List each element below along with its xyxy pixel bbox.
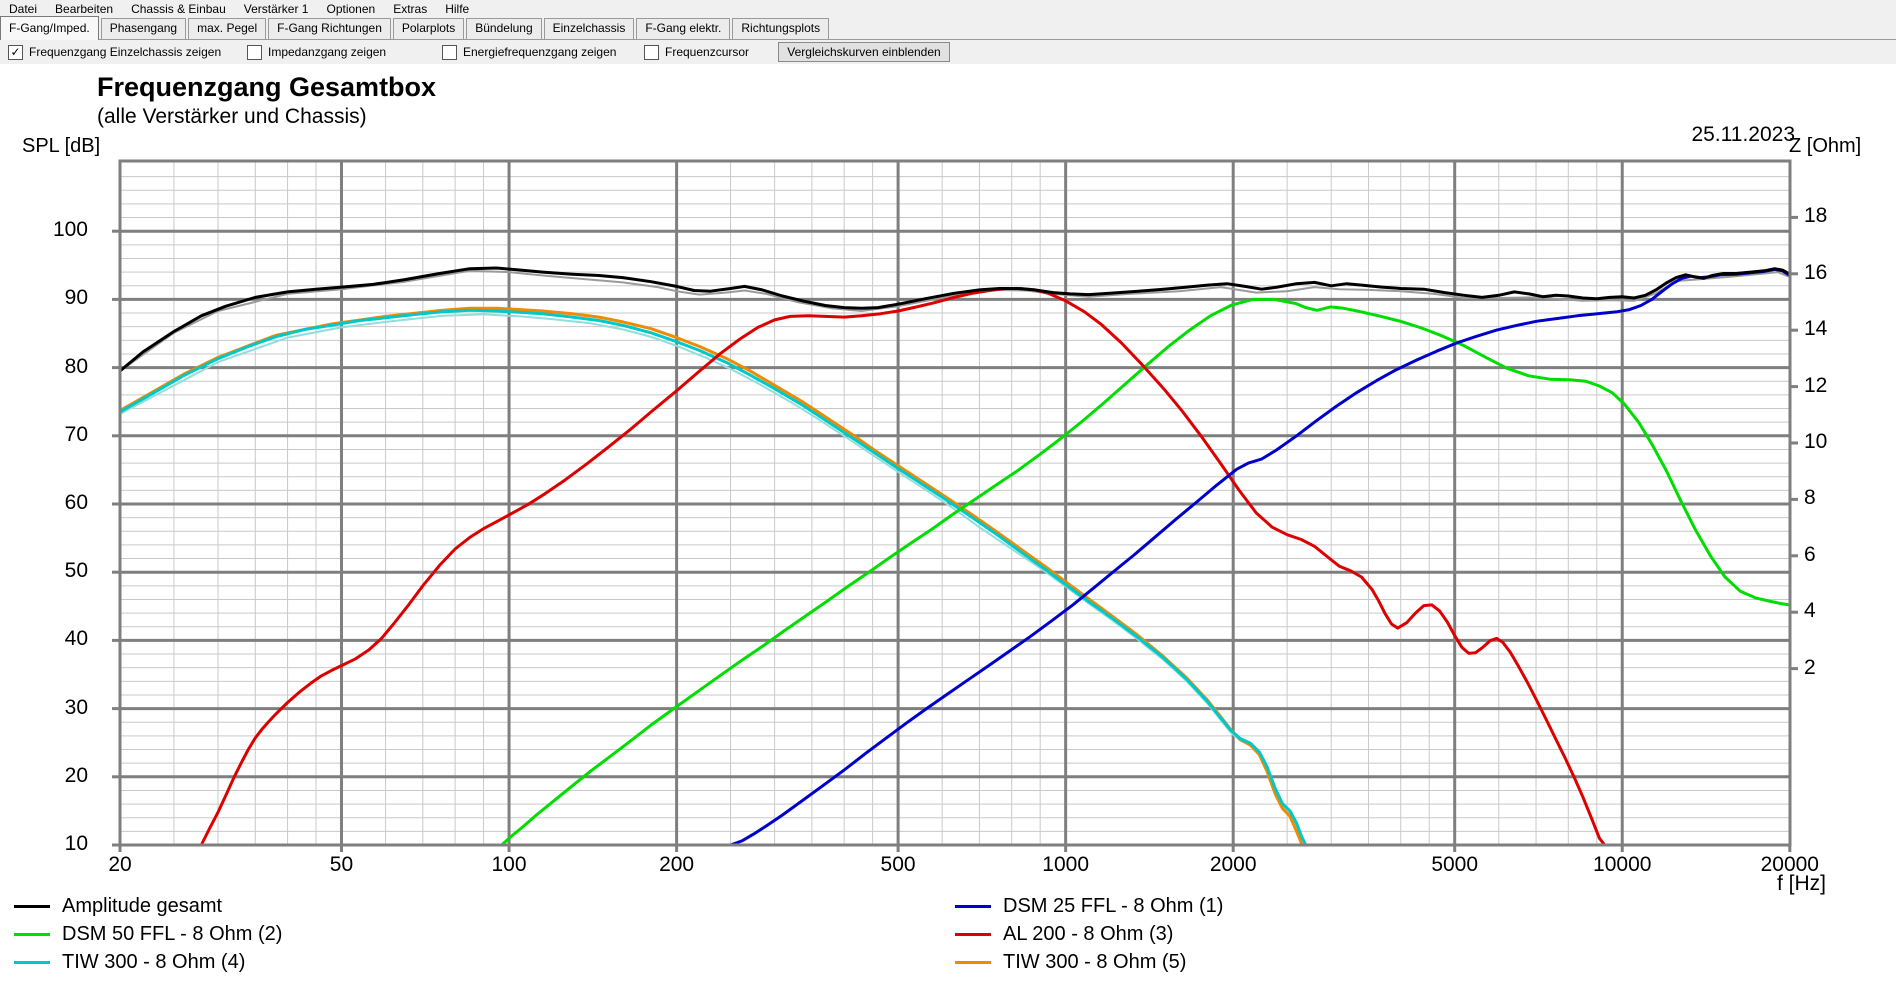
checkbox-box-2[interactable] xyxy=(247,44,262,60)
legend-label: DSM 50 FFL - 8 Ohm (2) xyxy=(62,922,283,945)
menu-item-4[interactable]: Verstärker 1 xyxy=(243,1,309,16)
legend-label: Amplitude gesamt xyxy=(62,894,223,917)
y-left-tick-60: 60 xyxy=(64,491,88,514)
tab-6[interactable]: Bündelung xyxy=(466,18,542,39)
legend-item: AL 200 - 8 Ohm (3) xyxy=(955,920,1223,948)
chart-date: 25.11.2023 xyxy=(1691,123,1795,146)
legend-swatch xyxy=(14,960,50,964)
checkbox-label-4: Frequenzcursor xyxy=(665,45,750,59)
legend-label: DSM 25 FFL - 8 Ohm (1) xyxy=(1003,894,1224,917)
checkbox-box-1[interactable]: ✓ xyxy=(8,44,23,60)
x-tick-1000: 1000 xyxy=(1042,853,1089,876)
tab-7[interactable]: Einzelchassis xyxy=(543,18,635,39)
legend-swatch xyxy=(14,904,50,908)
menu-item-6[interactable]: Extras xyxy=(393,1,428,16)
y-left-tick-100: 100 xyxy=(52,218,88,242)
y-right-tick-4: 4 xyxy=(1804,599,1816,623)
legend-item: DSM 50 FFL - 8 Ohm (2) xyxy=(14,920,282,948)
vergleichskurven-button[interactable]: Vergleichskurven einblenden xyxy=(778,42,950,62)
y-left-tick-70: 70 xyxy=(64,422,88,446)
checkbox-box-4[interactable] xyxy=(644,44,659,60)
series-tiw-300-8-ohm-4- xyxy=(118,308,1792,847)
y-left-tick-40: 40 xyxy=(64,627,88,651)
legend-label: AL 200 - 8 Ohm (3) xyxy=(1003,922,1174,945)
y-left-tick-10: 10 xyxy=(64,832,88,855)
legend-item: TIW 300 - 8 Ohm (5) xyxy=(955,948,1223,976)
menu-item-3[interactable]: Chassis & Einbau xyxy=(131,1,226,16)
y-right-tick-12: 12 xyxy=(1804,373,1828,397)
tab-8[interactable]: F-Gang elektr. xyxy=(636,18,731,39)
x-tick-500: 500 xyxy=(880,853,916,876)
y-axis-right-title: Z [Ohm] xyxy=(1789,135,1862,157)
menu-item-2[interactable]: Bearbeiten xyxy=(55,1,114,16)
legend-swatch xyxy=(14,932,50,936)
checkbox-label-3: Energiefrequenzgang zeigen xyxy=(463,45,617,59)
plot-border xyxy=(118,159,1792,847)
legend-item: DSM 25 FFL - 8 Ohm (1) xyxy=(955,892,1223,920)
legend-swatch xyxy=(955,932,991,936)
y-right-tick-2: 2 xyxy=(1804,655,1816,679)
series-tiw-300-8-ohm-4-nebenlinie xyxy=(119,313,1791,846)
tab-9[interactable]: Richtungsplots xyxy=(732,18,830,39)
toolbar: Vergleichskurven einblenden ✓ Frequenzgan… xyxy=(0,40,1896,64)
y-right-tick-10: 10 xyxy=(1804,430,1828,453)
chart-subtitle: (alle Verstärker und Chassis) xyxy=(97,105,367,128)
tab-2[interactable]: Phasengang xyxy=(100,18,187,39)
chart-title: Frequenzgang Gesamtbox xyxy=(97,72,437,102)
x-tick-200: 200 xyxy=(659,853,695,876)
y-right-tick-18: 18 xyxy=(1804,204,1828,228)
checkbox-4[interactable]: Frequenzcursor xyxy=(644,44,749,60)
checkbox-box-3[interactable] xyxy=(442,44,457,60)
checkbox-1[interactable]: ✓ Frequenzgang Einzelchassis zeigen xyxy=(8,44,221,60)
legend-swatch xyxy=(955,904,991,908)
series-amplitude-gesamt xyxy=(118,266,1792,373)
legend-label: TIW 300 - 8 Ohm (4) xyxy=(62,950,246,973)
tab-1[interactable]: F-Gang/Imped. xyxy=(0,16,99,40)
x-axis-title: f [Hz] xyxy=(1776,872,1826,895)
checkbox-label-2: Impedanzgang zeigen xyxy=(268,45,387,59)
checkbox-3[interactable]: Energiefrequenzgang zeigen xyxy=(442,44,616,60)
menu-item-1[interactable]: Datei xyxy=(9,1,38,16)
tab-3[interactable]: max. Pegel xyxy=(188,18,267,39)
y-left-tick-30: 30 xyxy=(64,695,88,719)
x-tick-20000: 20000 xyxy=(1760,853,1819,876)
series-al-200-8-ohm-3- xyxy=(199,287,1792,847)
series-tiw-300-8-ohm-5- xyxy=(118,306,1792,847)
checkbox-label-1: Frequenzgang Einzelchassis zeigen xyxy=(29,45,222,59)
legend-right-column: DSM 25 FFL - 8 Ohm (1) AL 200 - 8 Ohm (3)… xyxy=(955,892,1223,976)
series-dsm-25-ffl-8-ohm-1- xyxy=(118,267,1792,847)
x-tick-10000: 10000 xyxy=(1593,853,1652,876)
x-tick-50: 50 xyxy=(329,853,354,876)
frequency-response-chart: Frequenzgang Gesamtbox (alle Verstärker … xyxy=(0,64,1896,992)
legend-item: TIW 300 - 8 Ohm (4) xyxy=(14,948,282,976)
menu-bar: Datei Bearbeiten Chassis & Einbau Verstärke… xyxy=(0,0,1896,17)
legend-item: Amplitude gesamt xyxy=(14,892,282,920)
y-right-tick-6: 6 xyxy=(1804,542,1816,566)
plot-canvas xyxy=(112,159,1798,852)
y-axis-left-title: SPL [dB] xyxy=(22,135,101,157)
tab-5[interactable]: Polarplots xyxy=(392,18,465,39)
menu-item-7[interactable]: Hilfe xyxy=(445,1,470,16)
y-right-tick-14: 14 xyxy=(1804,317,1828,341)
tab-4[interactable]: F-Gang Richtungen xyxy=(268,18,391,39)
x-tick-2000: 2000 xyxy=(1209,853,1257,876)
x-tick-100: 100 xyxy=(491,853,527,876)
legend-left-column: Amplitude gesamt DSM 50 FFL - 8 Ohm (2) TI… xyxy=(14,892,282,976)
menu-item-5[interactable]: Optionen xyxy=(326,1,376,16)
y-left-tick-20: 20 xyxy=(64,763,88,787)
series-dsm-50-ffl-8-ohm-2- xyxy=(500,297,1792,847)
y-right-tick-8: 8 xyxy=(1804,486,1816,510)
x-tick-5000: 5000 xyxy=(1431,853,1479,876)
y-right-tick-16: 16 xyxy=(1804,260,1828,284)
y-left-tick-90: 90 xyxy=(64,286,88,310)
y-left-tick-50: 50 xyxy=(64,559,88,583)
legend-swatch xyxy=(955,960,991,964)
checkbox-2[interactable]: Impedanzgang zeigen xyxy=(247,44,386,60)
legend-label: TIW 300 - 8 Ohm (5) xyxy=(1003,950,1187,973)
y-left-tick-80: 80 xyxy=(64,354,88,378)
x-tick-20: 20 xyxy=(108,853,132,876)
tab-bar: F-Gang/Imped. Phasengang max. Pegel F-Gang … xyxy=(0,16,1896,40)
